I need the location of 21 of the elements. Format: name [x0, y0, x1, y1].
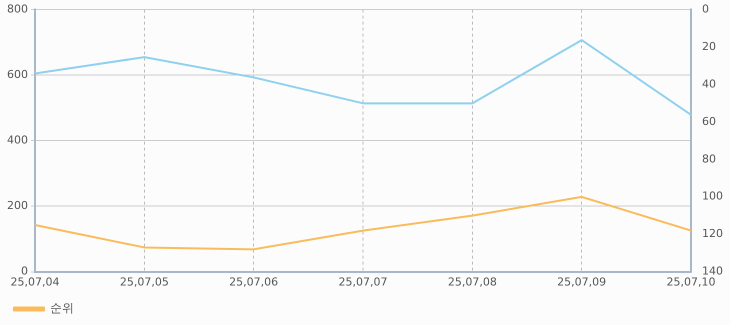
y2-tick-label: 40 — [702, 77, 716, 90]
y-tick-label: 200 — [6, 199, 28, 212]
x-tick-label: 25,07,08 — [448, 275, 497, 288]
x-tick-label: 25,07,04 — [10, 275, 60, 288]
y2-tick-label: 60 — [702, 114, 716, 128]
y2-tick-label: 140 — [702, 264, 724, 278]
x-tick-label: 25,07,06 — [229, 275, 278, 288]
y2-tick-label: 80 — [702, 152, 716, 166]
y2-tick-label: 120 — [702, 227, 724, 240]
y-tick-label: 600 — [6, 68, 28, 82]
y-tick-label: 0 — [20, 264, 28, 278]
y2-tick-label: 0 — [702, 2, 710, 16]
x-tick-label: 25,07,05 — [120, 275, 169, 288]
x-tick-label: 25,07,10 — [666, 275, 716, 288]
legend-label: 순위 — [50, 301, 74, 316]
y-tick-label: 400 — [6, 134, 28, 147]
x-tick-label: 25,07,07 — [338, 275, 388, 288]
y-tick-label: 800 — [6, 2, 28, 16]
x-tick-label: 25,07,09 — [557, 275, 606, 288]
y2-tick-label: 100 — [702, 190, 724, 203]
y2-tick-label: 20 — [702, 40, 716, 53]
